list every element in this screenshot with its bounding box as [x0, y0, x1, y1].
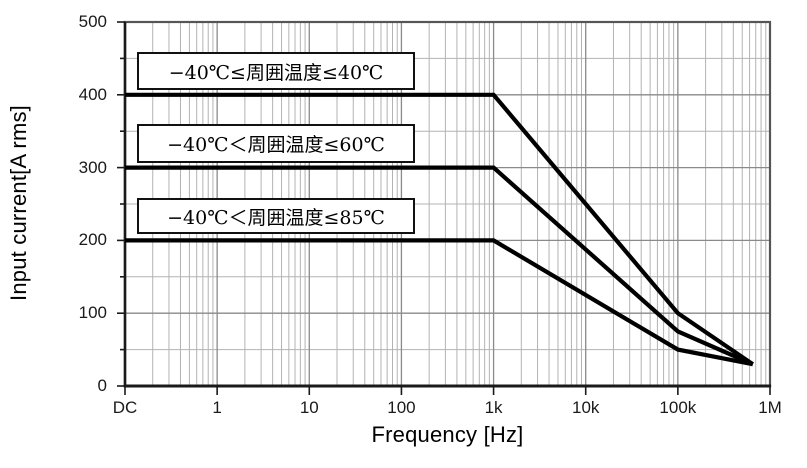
curve-series-1	[125, 165, 754, 367]
x-axis-title: Frequency [Hz]	[371, 422, 524, 447]
x-tick-label: 100	[387, 398, 416, 417]
y-tick-label: 0	[97, 376, 107, 395]
y-tick-label: 300	[78, 157, 107, 177]
temp-range-label-40c: −40℃≤周囲温度≤40℃	[137, 52, 415, 90]
y-tick-label: 100	[78, 303, 107, 323]
y-tick-label: 500	[78, 12, 107, 31]
x-tick-label: 10k	[571, 398, 600, 417]
curve-series-2	[125, 238, 754, 367]
y-tick-label: 200	[78, 230, 107, 250]
y-axis-title: Input current[A rms]	[6, 105, 31, 301]
x-tick-label: 1k	[484, 398, 503, 417]
curve-series-0	[125, 92, 754, 366]
x-tick-label: 100k	[659, 398, 697, 417]
x-tick-label: DC	[112, 398, 138, 417]
y-tick-label: 400	[78, 84, 107, 104]
x-tick-label: 1M	[758, 398, 782, 417]
x-tick-label: 10	[299, 398, 319, 417]
x-tick-label: 1	[212, 398, 222, 417]
temp-range-label-85c: −40℃＜周囲温度≤85℃	[137, 198, 415, 234]
temp-range-label-60c: −40℃＜周囲温度≤60℃	[137, 124, 415, 163]
